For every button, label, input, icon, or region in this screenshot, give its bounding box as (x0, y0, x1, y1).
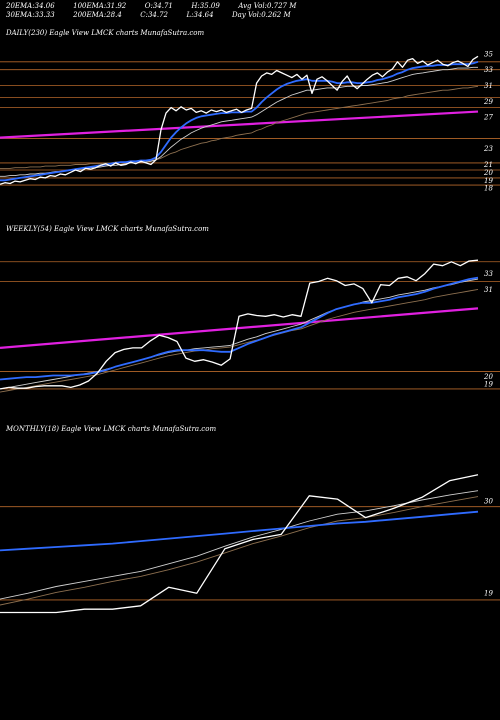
daily-y-tick-8: 19 (484, 177, 493, 185)
monthly-y-tick-0: 30 (484, 497, 493, 505)
monthly-chart-title: MONTHLY(18) Eagle View LMCK charts Munaf… (6, 425, 217, 433)
open-value: 34.71 (152, 2, 173, 10)
daily-y-tick-4: 27 (483, 114, 493, 122)
monthly-chart: 30 19 (0, 474, 500, 614)
day-vol-label: Day Vol: (232, 11, 262, 19)
daily-y-tick-1: 33 (484, 66, 493, 74)
weekly-price-line (0, 259, 479, 390)
day-vol-value: 0.262 M (261, 11, 291, 19)
daily-y-tick-9: 18 (484, 185, 493, 193)
daily-ema-long-line (0, 85, 479, 169)
open-label: O: (144, 2, 153, 10)
weekly-y-tick-1: 31 (484, 286, 493, 294)
weekly-chart-title: WEEKLY(54) Eagle View LMCK charts Munafa… (6, 225, 209, 233)
close-value: 34.72 (147, 11, 169, 19)
monthly-ema-slow-line (0, 490, 479, 600)
weekly-ema-fast-line (0, 276, 479, 381)
ema30-value: 33.33 (34, 11, 55, 19)
monthly-ema-long-line (0, 496, 479, 606)
daily-y-tick-7: 20 (483, 169, 493, 177)
weekly-y-tick-0: 33 (484, 270, 493, 278)
daily-y-tick-6: 21 (483, 161, 493, 169)
weekly-y-tick-3: 19 (484, 381, 493, 389)
avg-vol-value: 0.727 M (266, 2, 297, 10)
ema20-label: 20EMA: (6, 2, 35, 10)
daily-trend-line (0, 110, 479, 139)
daily-y-tick-2: 31 (484, 82, 493, 90)
monthly-ema-fast-line (0, 510, 479, 552)
ema100-value: 31.92 (106, 2, 127, 10)
monthly-y-tick-1: 19 (484, 590, 493, 598)
ema200-label: 200EMA: (73, 11, 107, 19)
daily-ema-slow-line (0, 66, 478, 177)
close-label: C: (140, 11, 148, 19)
weekly-trend-line (0, 307, 479, 349)
avg-vol-label: Avg Vol: (238, 2, 267, 10)
daily-chart-title: DAILY(230) Eagle View LMCK charts Munafa… (6, 29, 205, 37)
weekly-y-tick-2: 20 (483, 373, 493, 381)
high-label: H: (191, 2, 200, 10)
high-value: 35.09 (199, 2, 220, 10)
weekly-ema-long-line (0, 288, 479, 393)
low-value: 34.64 (193, 11, 214, 19)
indicator-row-2: 30EMA:33.33 200EMA:28.4 C:34.72 L:34.64 … (6, 11, 291, 19)
daily-y-tick-3: 29 (483, 98, 493, 106)
ema100-label: 100EMA: (73, 2, 107, 10)
daily-ema-fast-line (0, 60, 479, 182)
indicator-row-1: 20EMA:34.06 100EMA:31.92 O:34.71 H:35.09… (6, 2, 296, 10)
daily-y-tick-5: 23 (483, 145, 493, 153)
ema200-value: 28.4 (106, 11, 122, 19)
ema30-label: 30EMA: (6, 11, 35, 19)
monthly-price-line (0, 474, 479, 614)
daily-price-line (0, 55, 479, 185)
ema20-value: 34.06 (34, 2, 55, 10)
daily-y-tick-0: 35 (484, 50, 493, 58)
low-label: L: (186, 11, 194, 19)
